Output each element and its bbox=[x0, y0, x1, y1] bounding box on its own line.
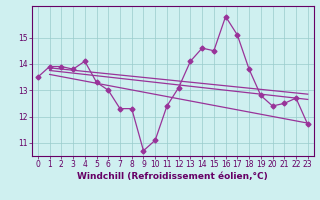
X-axis label: Windchill (Refroidissement éolien,°C): Windchill (Refroidissement éolien,°C) bbox=[77, 172, 268, 181]
